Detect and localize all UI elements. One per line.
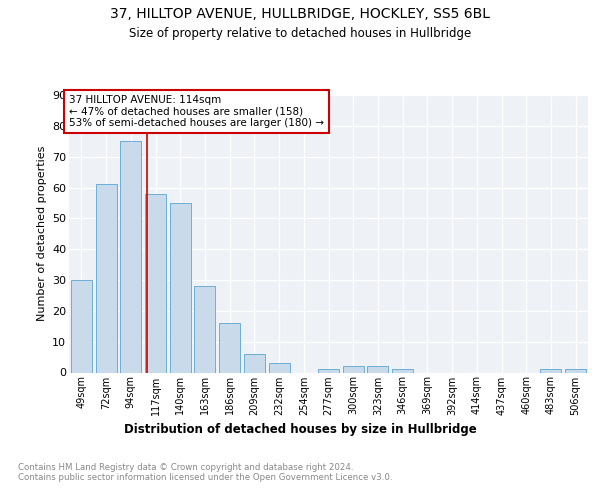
Bar xyxy=(343,366,364,372)
Bar xyxy=(219,323,240,372)
Y-axis label: Number of detached properties: Number of detached properties xyxy=(37,146,47,322)
Text: Size of property relative to detached houses in Hullbridge: Size of property relative to detached ho… xyxy=(129,28,471,40)
Bar xyxy=(565,370,586,372)
Text: 37 HILLTOP AVENUE: 114sqm
← 47% of detached houses are smaller (158)
53% of semi: 37 HILLTOP AVENUE: 114sqm ← 47% of detac… xyxy=(69,95,324,128)
Bar xyxy=(367,366,388,372)
Bar xyxy=(71,280,92,372)
Bar xyxy=(541,370,562,372)
Bar xyxy=(269,363,290,372)
Bar xyxy=(120,141,141,372)
Bar xyxy=(170,203,191,372)
Text: 37, HILLTOP AVENUE, HULLBRIDGE, HOCKLEY, SS5 6BL: 37, HILLTOP AVENUE, HULLBRIDGE, HOCKLEY,… xyxy=(110,8,490,22)
Text: Contains HM Land Registry data © Crown copyright and database right 2024.
Contai: Contains HM Land Registry data © Crown c… xyxy=(18,462,392,482)
Text: Distribution of detached houses by size in Hullbridge: Distribution of detached houses by size … xyxy=(124,422,476,436)
Bar xyxy=(194,286,215,372)
Bar xyxy=(318,370,339,372)
Bar xyxy=(95,184,116,372)
Bar xyxy=(145,194,166,372)
Bar xyxy=(392,370,413,372)
Bar xyxy=(244,354,265,372)
